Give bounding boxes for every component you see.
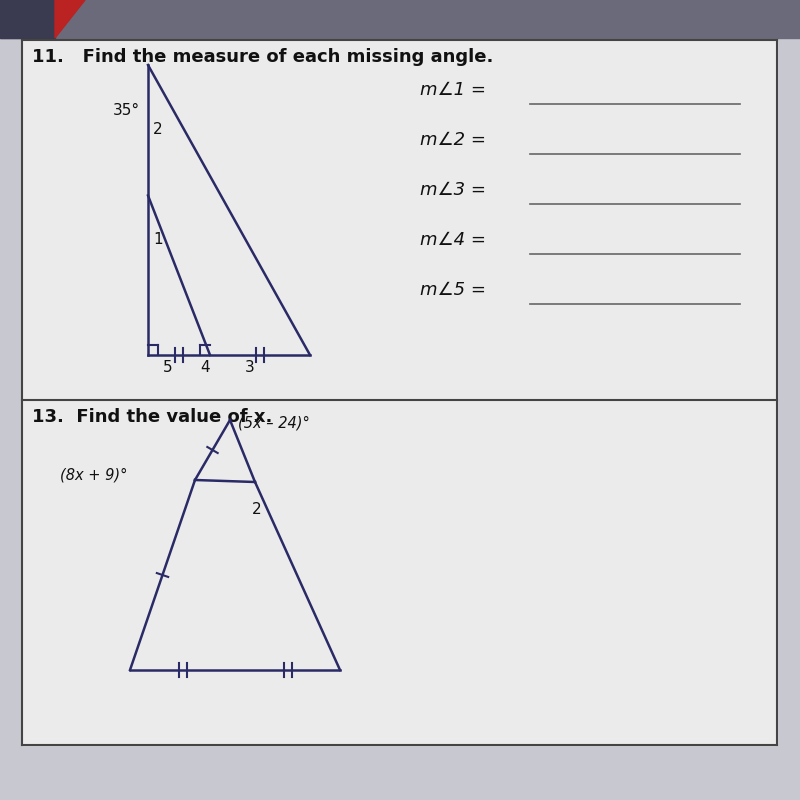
Text: 2: 2 [252, 502, 262, 518]
Text: m∠4 =: m∠4 = [420, 231, 492, 249]
Text: (5x – 24)°: (5x – 24)° [238, 416, 310, 431]
Text: 11.   Find the measure of each missing angle.: 11. Find the measure of each missing ang… [32, 48, 494, 66]
Bar [0, 0, 800, 38]
Text: 2: 2 [153, 122, 162, 138]
Text: 3: 3 [245, 360, 254, 375]
Text: 1: 1 [153, 233, 162, 247]
Text: m∠1 =: m∠1 = [420, 81, 492, 99]
Bar [0, 0, 55, 38]
Text: (8x + 9)°: (8x + 9)° [60, 467, 127, 482]
Text: m∠5 =: m∠5 = [420, 281, 492, 299]
Text: 4: 4 [200, 360, 210, 375]
Text: 13.  Find the value of x.: 13. Find the value of x. [32, 408, 272, 426]
Polygon shape [55, 0, 85, 38]
Bar [22, 40, 777, 745]
Text: 5: 5 [163, 360, 173, 375]
Text: m∠2 =: m∠2 = [420, 131, 492, 149]
Text: m∠3 =: m∠3 = [420, 181, 492, 199]
Text: 35°: 35° [113, 103, 140, 118]
